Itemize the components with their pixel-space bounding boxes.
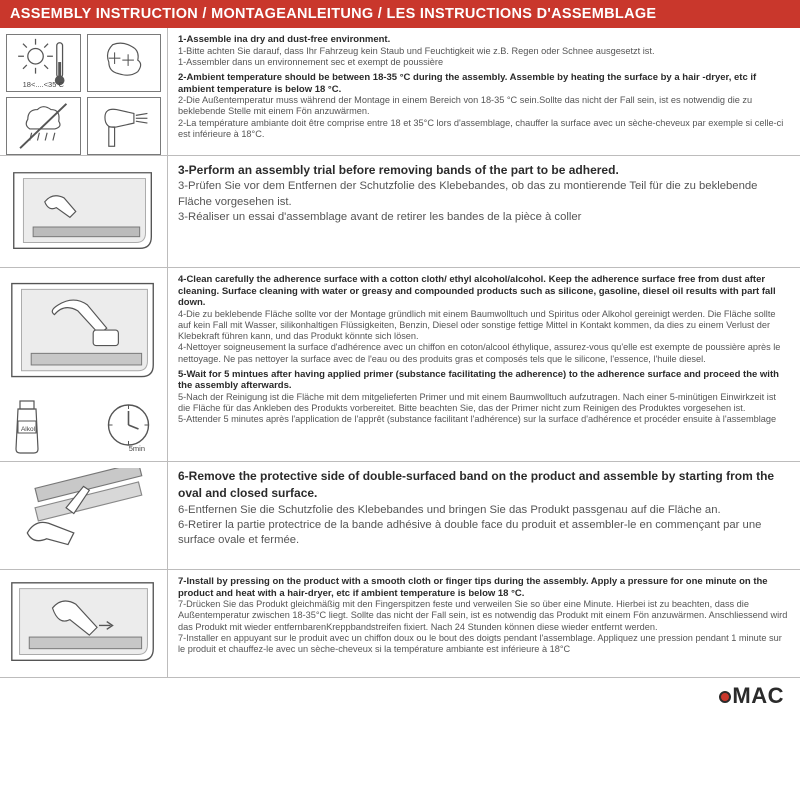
step-bold-line: 5-Wait for 5 mintues after having applie… xyxy=(178,369,779,392)
cleaning-icon xyxy=(6,274,161,392)
logo-text: MAC xyxy=(732,683,784,709)
step-6: 6-Remove the protective side of double-s… xyxy=(0,462,800,570)
step-6-text: 6-Remove the protective side of double-s… xyxy=(168,462,800,569)
step-bold-line: 4-Clean carefully the adherence surface … xyxy=(178,274,776,308)
timer-icon: 5min xyxy=(56,397,161,455)
logo-row: MAC xyxy=(0,678,800,710)
step-translation-line: 6-Entfernen Sie die Schutzfolie des Kleb… xyxy=(178,503,790,518)
step-translation-line: 2-La température ambiante doit être comp… xyxy=(178,118,790,140)
step-translation-line: 1-Bitte achten Sie darauf, dass Ihr Fahr… xyxy=(178,46,790,57)
step-bold-line: 3-Perform an assembly trial before remov… xyxy=(178,163,619,177)
step-4-5: Alkol 5min 4-Clean carefully the adheren… xyxy=(0,268,800,462)
step-7: 7-Install by pressing on the product wit… xyxy=(0,570,800,678)
step-translation-line: 5-Attender 5 minutes après l'application… xyxy=(178,414,790,425)
step-4-5-text: 4-Clean carefully the adherence surface … xyxy=(168,268,800,461)
step-translation-line: 2-Die Außentemperatur muss während der M… xyxy=(178,95,790,117)
step-1-2: 18<....<35 C xyxy=(0,28,800,156)
timer-label: 5min xyxy=(129,444,145,453)
illustration-7 xyxy=(0,570,168,677)
step-translation-line: 7-Installer en appuyant sur le produit a… xyxy=(178,633,790,655)
illustration-3 xyxy=(0,156,168,267)
step-translation-line: 6-Retirer la partie protectrice de la ba… xyxy=(178,518,790,549)
page-header: ASSEMBLY INSTRUCTION / MONTAGEANLEITUNG … xyxy=(0,0,800,28)
step-3: 3-Perform an assembly trial before remov… xyxy=(0,156,800,268)
step-3-text: 3-Perform an assembly trial before remov… xyxy=(168,156,800,267)
bottle-label: Alkol xyxy=(6,426,50,433)
brand-logo: MAC xyxy=(719,683,784,709)
step-7-text: 7-Install by pressing on the product wit… xyxy=(168,570,800,677)
step-translation-line: 5-Nach der Reinigung ist die Fläche mit … xyxy=(178,392,790,414)
illustration-6 xyxy=(0,462,168,569)
alcohol-bottle-icon: Alkol xyxy=(6,397,50,455)
illustration-4-5: Alkol 5min xyxy=(0,268,168,461)
step-translation-line: 1-Assembler dans un environnement sec et… xyxy=(178,57,790,68)
peel-tape-icon xyxy=(6,468,161,563)
step-translation-line: 4-Nettoyer soigneusement la surface d'ad… xyxy=(178,342,790,364)
door-sill-trial-icon xyxy=(6,162,161,261)
step-bold-line: 7-Install by pressing on the product wit… xyxy=(178,576,768,599)
hairdryer-icon-small xyxy=(87,97,162,155)
temperature-label: 18<....<35 C xyxy=(7,80,80,89)
step-bold-line: 6-Remove the protective side of double-s… xyxy=(178,469,774,500)
step-translation-line: 4-Die zu beklebende Fläche sollte vor de… xyxy=(178,309,790,343)
step-translation-line: 3-Réaliser un essai d'assemblage avant d… xyxy=(178,210,790,225)
rain-forbidden-icon xyxy=(6,97,81,155)
step-1-2-text: 1-Assemble ina dry and dust-free environ… xyxy=(168,28,800,155)
sun-icon: 18<....<35 C xyxy=(6,34,81,92)
press-install-icon xyxy=(6,576,161,671)
illustration-1-2: 18<....<35 C xyxy=(0,28,168,155)
snow-icon xyxy=(87,34,162,92)
logo-dot-icon xyxy=(719,691,731,703)
step-translation-line: 7-Drücken Sie das Produkt gleichmäßig mi… xyxy=(178,599,790,633)
step-bold-line: 2-Ambient temperature should be between … xyxy=(178,72,756,95)
step-bold-line: 1-Assemble ina dry and dust-free environ… xyxy=(178,34,390,45)
step-translation-line: 3-Prüfen Sie vor dem Entfernen der Schut… xyxy=(178,179,790,210)
